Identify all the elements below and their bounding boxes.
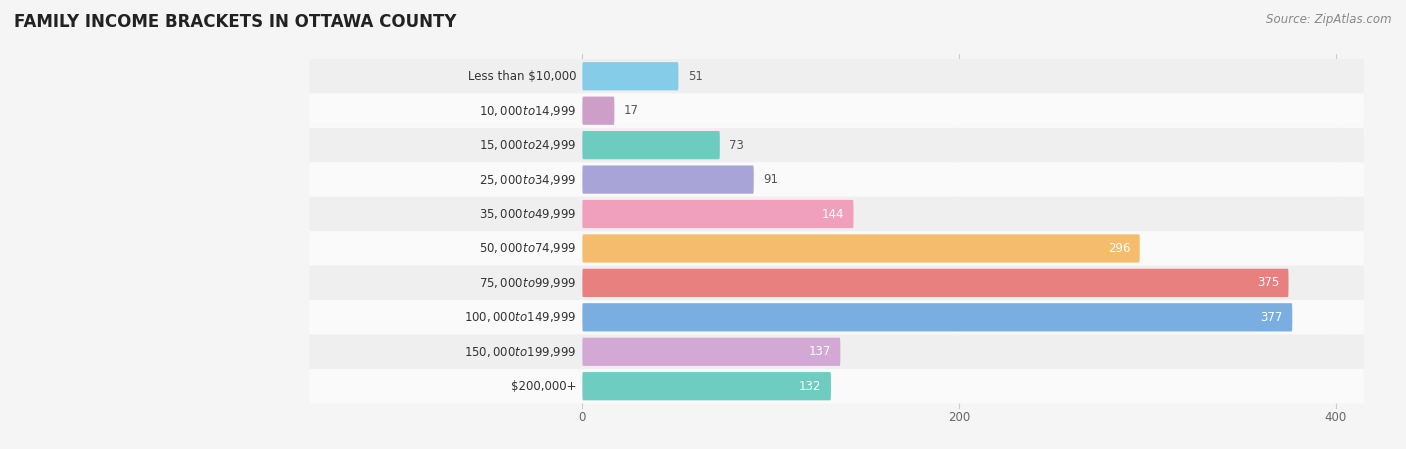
FancyBboxPatch shape	[309, 59, 1364, 93]
FancyBboxPatch shape	[582, 338, 841, 366]
Text: Source: ZipAtlas.com: Source: ZipAtlas.com	[1267, 13, 1392, 26]
FancyBboxPatch shape	[309, 163, 1364, 197]
Text: $100,000 to $149,999: $100,000 to $149,999	[464, 310, 576, 324]
Text: $15,000 to $24,999: $15,000 to $24,999	[479, 138, 576, 152]
FancyBboxPatch shape	[582, 200, 853, 228]
Text: $150,000 to $199,999: $150,000 to $199,999	[464, 345, 576, 359]
Text: 91: 91	[763, 173, 778, 186]
FancyBboxPatch shape	[309, 300, 1364, 335]
Text: 17: 17	[624, 104, 638, 117]
Text: $25,000 to $34,999: $25,000 to $34,999	[479, 172, 576, 187]
FancyBboxPatch shape	[582, 166, 754, 194]
Text: 73: 73	[730, 139, 744, 152]
FancyBboxPatch shape	[582, 234, 1140, 263]
Text: 137: 137	[808, 345, 831, 358]
FancyBboxPatch shape	[582, 131, 720, 159]
Text: $200,000+: $200,000+	[512, 380, 576, 393]
Text: $75,000 to $99,999: $75,000 to $99,999	[479, 276, 576, 290]
Text: $10,000 to $14,999: $10,000 to $14,999	[479, 104, 576, 118]
Text: 51: 51	[688, 70, 703, 83]
FancyBboxPatch shape	[582, 269, 1288, 297]
FancyBboxPatch shape	[309, 128, 1364, 163]
Text: 144: 144	[821, 207, 844, 220]
FancyBboxPatch shape	[309, 335, 1364, 369]
FancyBboxPatch shape	[309, 231, 1364, 266]
Text: 375: 375	[1257, 277, 1279, 290]
FancyBboxPatch shape	[582, 97, 614, 125]
FancyBboxPatch shape	[582, 303, 1292, 331]
Text: 296: 296	[1108, 242, 1130, 255]
FancyBboxPatch shape	[582, 62, 678, 90]
Text: FAMILY INCOME BRACKETS IN OTTAWA COUNTY: FAMILY INCOME BRACKETS IN OTTAWA COUNTY	[14, 13, 457, 31]
Text: Less than $10,000: Less than $10,000	[468, 70, 576, 83]
FancyBboxPatch shape	[309, 93, 1364, 128]
Text: $35,000 to $49,999: $35,000 to $49,999	[479, 207, 576, 221]
Text: 132: 132	[799, 380, 821, 393]
FancyBboxPatch shape	[309, 266, 1364, 300]
Text: 377: 377	[1260, 311, 1282, 324]
FancyBboxPatch shape	[309, 369, 1364, 403]
FancyBboxPatch shape	[582, 372, 831, 401]
FancyBboxPatch shape	[309, 197, 1364, 231]
Text: $50,000 to $74,999: $50,000 to $74,999	[479, 242, 576, 255]
